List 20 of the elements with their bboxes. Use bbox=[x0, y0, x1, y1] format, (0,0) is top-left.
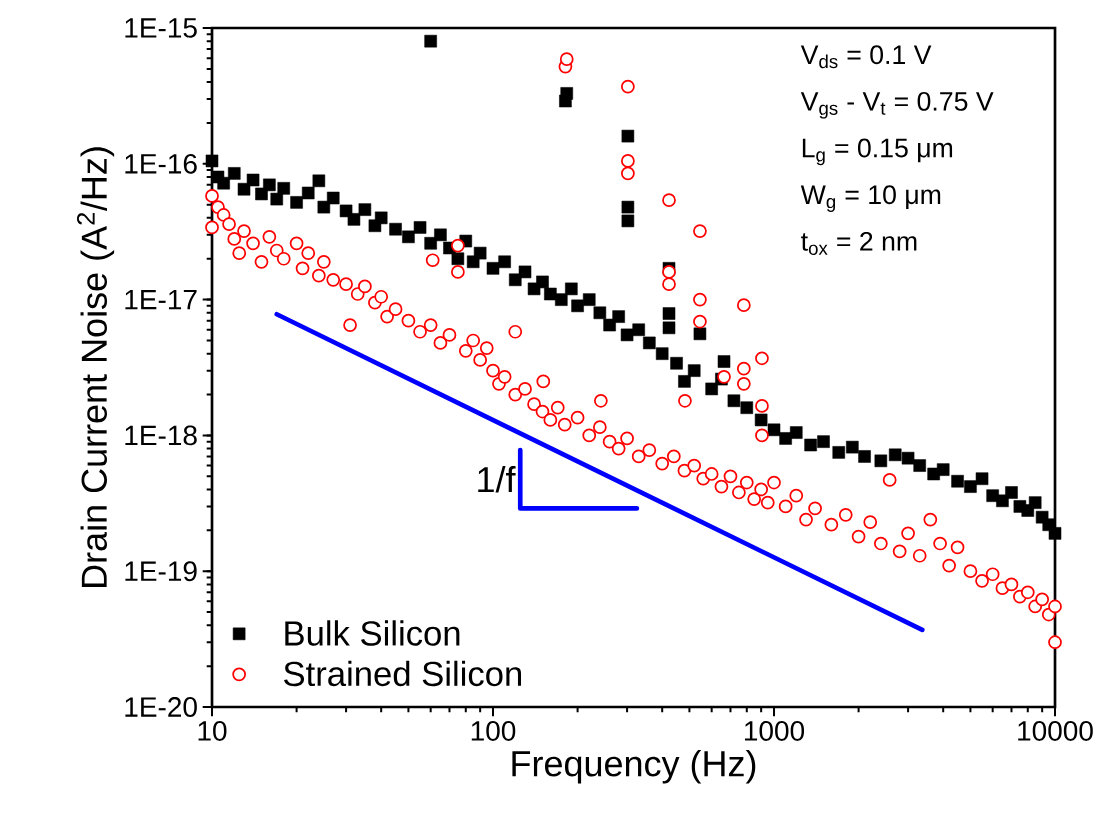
annotation: 1/f bbox=[478, 466, 516, 493]
x-tick-label: 100 bbox=[471, 721, 516, 741]
y-tick-label: 1E-20 bbox=[125, 697, 197, 717]
x-tick-label: 10 bbox=[198, 721, 227, 741]
y-tick-label: 1E-16 bbox=[125, 153, 197, 174]
x-tick-label: 10000 bbox=[1018, 721, 1093, 741]
y-tick-label: 1E-15 bbox=[125, 18, 197, 38]
x-tick-label: 1000 bbox=[745, 721, 805, 741]
annotation: L$_{g}$ = 0.15 μm bbox=[802, 138, 953, 166]
y-axis-title: Drain Current Noise (A$^{2}$/Hz) bbox=[77, 147, 115, 587]
x-axis-title: Frequency (Hz) bbox=[512, 750, 756, 784]
annotation: V$_{gs}$ - V$_{t}$ = 0.75 V bbox=[800, 91, 994, 119]
legend-label: Bulk Silicon bbox=[285, 620, 460, 646]
legend-label: Strained Silicon bbox=[284, 660, 522, 687]
y-tick-label: 1E-18 bbox=[125, 425, 197, 446]
annotation: V$_{ds}$ = 0.1 V bbox=[800, 45, 932, 69]
annotation: t$_{ox}$ = 2 nm bbox=[801, 231, 917, 255]
y-tick-label: 1E-19 bbox=[125, 561, 197, 582]
annotation: W$_{g}$ = 10 μm bbox=[800, 185, 941, 212]
y-tick-label: 1E-17 bbox=[125, 290, 197, 310]
